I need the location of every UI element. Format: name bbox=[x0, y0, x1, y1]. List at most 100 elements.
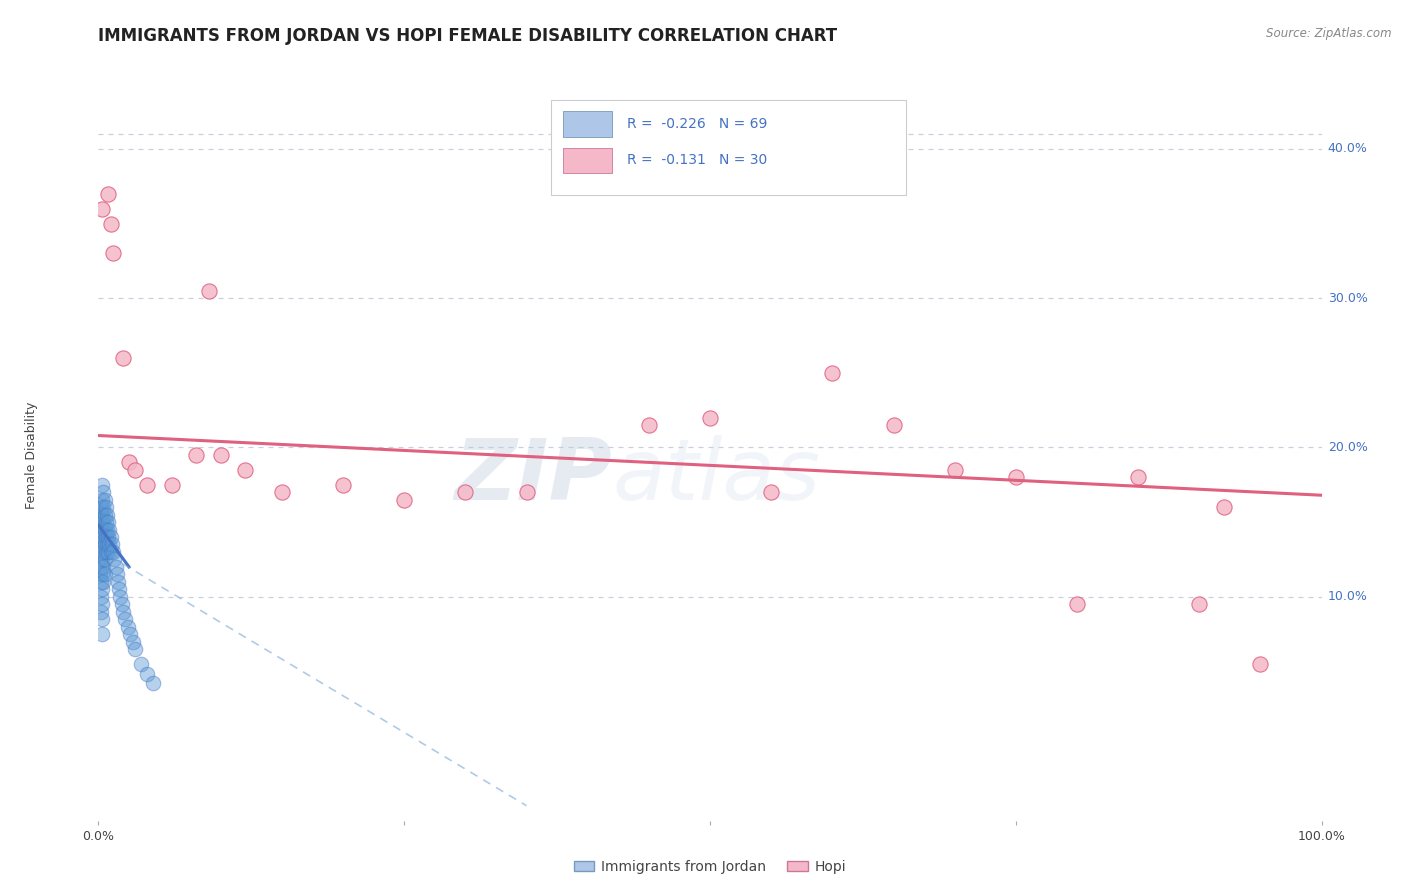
Point bbox=[105, 567, 128, 582]
Point bbox=[93, 523, 115, 537]
Point bbox=[142, 676, 165, 690]
Point bbox=[91, 500, 114, 515]
Point bbox=[454, 485, 477, 500]
Text: 30.0%: 30.0% bbox=[1327, 292, 1368, 305]
Point bbox=[1004, 470, 1026, 484]
Point bbox=[91, 560, 114, 574]
Point bbox=[209, 448, 232, 462]
Point bbox=[101, 246, 124, 260]
Point bbox=[93, 537, 115, 551]
Point bbox=[101, 545, 124, 559]
Point bbox=[93, 508, 115, 522]
Text: Female Disability: Female Disability bbox=[25, 401, 38, 508]
Point bbox=[100, 217, 122, 231]
Point bbox=[100, 545, 122, 559]
Point bbox=[90, 515, 112, 529]
Point bbox=[111, 597, 134, 611]
Point bbox=[515, 485, 537, 500]
Point bbox=[91, 567, 114, 582]
Point bbox=[120, 627, 142, 641]
Point bbox=[89, 523, 111, 537]
Text: IMMIGRANTS FROM JORDAN VS HOPI FEMALE DISABILITY CORRELATION CHART: IMMIGRANTS FROM JORDAN VS HOPI FEMALE DI… bbox=[98, 27, 838, 45]
Point bbox=[100, 530, 122, 544]
Point bbox=[111, 605, 134, 619]
Point bbox=[94, 500, 117, 515]
Point bbox=[91, 515, 114, 529]
Point bbox=[129, 657, 152, 671]
Text: 10.0%: 10.0% bbox=[1327, 591, 1368, 603]
Point bbox=[90, 530, 112, 544]
Point bbox=[89, 508, 111, 522]
Point bbox=[160, 477, 183, 491]
Point bbox=[93, 492, 115, 507]
Point bbox=[98, 523, 121, 537]
Point bbox=[197, 284, 219, 298]
Bar bbox=[564, 112, 612, 136]
Text: R =  -0.131   N = 30: R = -0.131 N = 30 bbox=[627, 153, 768, 167]
Point bbox=[97, 545, 120, 559]
Point bbox=[91, 485, 114, 500]
Point bbox=[89, 552, 111, 566]
Point bbox=[93, 552, 115, 566]
Text: ZIP: ZIP bbox=[454, 435, 612, 518]
Point bbox=[821, 366, 844, 380]
Point bbox=[1066, 597, 1088, 611]
Point bbox=[91, 574, 114, 589]
Point bbox=[91, 202, 114, 216]
Text: 40.0%: 40.0% bbox=[1327, 143, 1368, 155]
Point bbox=[90, 574, 112, 589]
Point bbox=[94, 545, 117, 559]
Point bbox=[186, 448, 208, 462]
Point bbox=[91, 597, 114, 611]
Point bbox=[93, 567, 115, 582]
Point bbox=[89, 567, 111, 582]
Point bbox=[121, 634, 143, 648]
Point bbox=[118, 455, 141, 469]
Point bbox=[91, 537, 114, 551]
Point bbox=[108, 582, 131, 597]
Point bbox=[91, 492, 114, 507]
Point bbox=[90, 560, 112, 574]
Point bbox=[103, 552, 125, 566]
Point bbox=[91, 627, 114, 641]
Bar bbox=[564, 148, 612, 173]
Point bbox=[91, 523, 114, 537]
Point bbox=[104, 560, 127, 574]
Point bbox=[91, 612, 114, 626]
Point bbox=[91, 552, 114, 566]
Point bbox=[89, 537, 111, 551]
Text: 20.0%: 20.0% bbox=[1327, 441, 1368, 454]
Point bbox=[90, 545, 112, 559]
Point bbox=[97, 515, 120, 529]
Point bbox=[136, 477, 159, 491]
Point bbox=[101, 537, 124, 551]
Point bbox=[97, 186, 120, 201]
Text: atlas: atlas bbox=[612, 435, 820, 518]
Point bbox=[91, 508, 114, 522]
Point bbox=[98, 537, 121, 551]
Point bbox=[392, 492, 416, 507]
Point bbox=[107, 574, 129, 589]
Point bbox=[270, 485, 294, 500]
Point bbox=[332, 477, 354, 491]
Point bbox=[124, 642, 146, 657]
Point bbox=[110, 590, 132, 604]
FancyBboxPatch shape bbox=[551, 100, 905, 195]
Point bbox=[96, 523, 118, 537]
Point bbox=[96, 508, 118, 522]
Point bbox=[94, 515, 117, 529]
Point bbox=[94, 530, 117, 544]
Point bbox=[883, 418, 905, 433]
Point bbox=[111, 351, 134, 365]
Point bbox=[637, 418, 661, 433]
Point bbox=[1128, 470, 1150, 484]
Point bbox=[943, 463, 966, 477]
Point bbox=[91, 530, 114, 544]
Point bbox=[1212, 500, 1234, 515]
Point bbox=[91, 477, 114, 491]
Point bbox=[91, 582, 114, 597]
Point bbox=[699, 410, 721, 425]
Point bbox=[124, 463, 146, 477]
Point bbox=[761, 485, 783, 500]
Point bbox=[117, 619, 139, 633]
